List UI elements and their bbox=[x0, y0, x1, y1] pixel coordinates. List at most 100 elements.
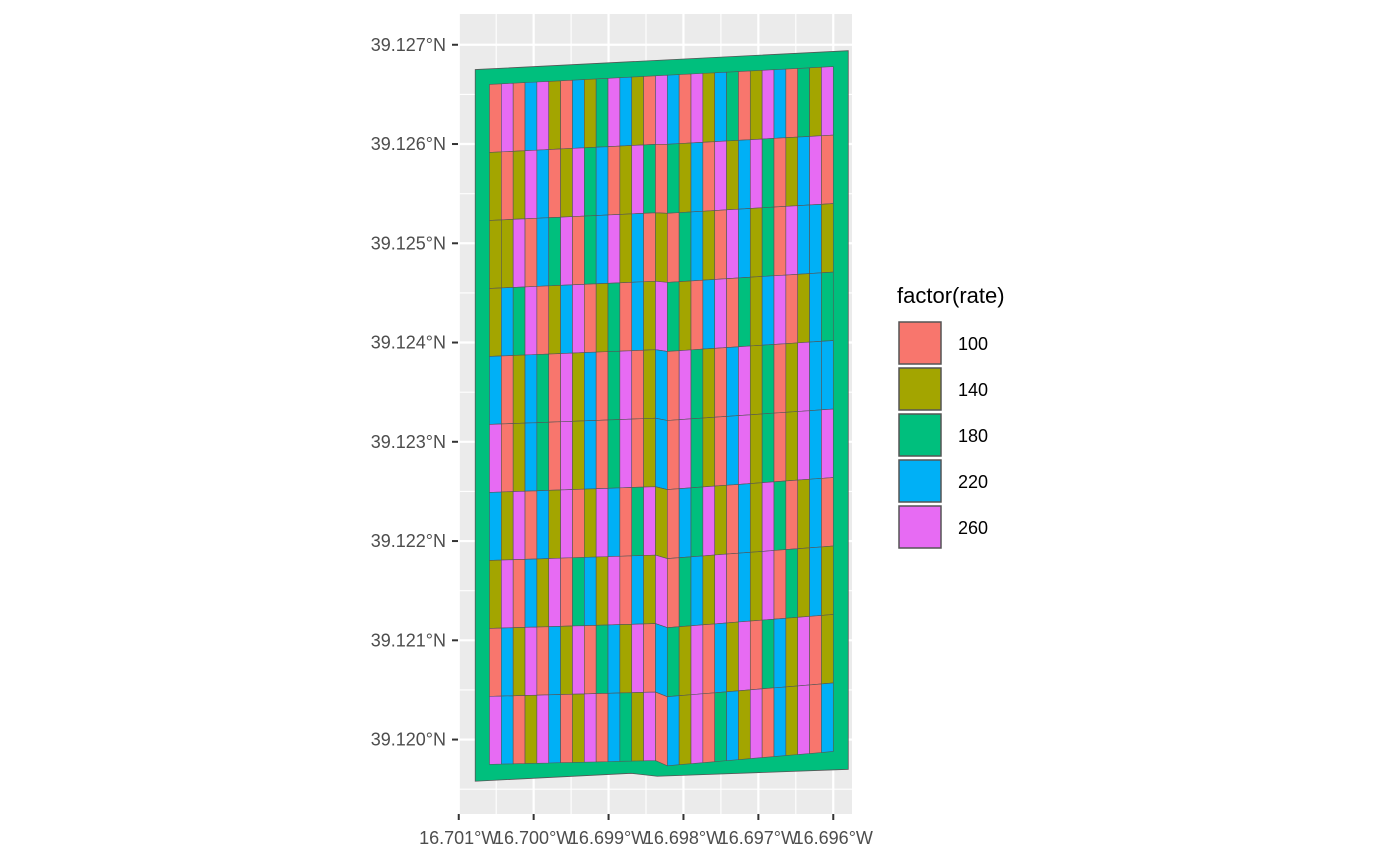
trial-plot-cell bbox=[655, 349, 668, 421]
trial-plot-cell bbox=[643, 623, 656, 693]
trial-plot-cell bbox=[690, 624, 704, 696]
trial-plot-cell bbox=[548, 489, 561, 559]
trial-plot-cell bbox=[607, 555, 621, 626]
trial-plot-cell bbox=[560, 352, 573, 423]
trial-plot-cell bbox=[749, 207, 763, 278]
trial-plot-cell bbox=[714, 484, 727, 556]
trial-plot-cell bbox=[489, 151, 502, 221]
trial-plot-cell bbox=[643, 75, 656, 146]
trial-plot-cell bbox=[595, 487, 609, 558]
trial-plot-cell bbox=[560, 420, 573, 491]
legend-swatch bbox=[898, 459, 942, 503]
trial-plot-cell bbox=[643, 212, 656, 283]
y-tick-label: 39.120°N bbox=[371, 730, 446, 750]
trial-plot-cell bbox=[524, 694, 538, 764]
trial-plot-cell bbox=[560, 693, 573, 764]
x-tick-label: 16.699°W bbox=[569, 828, 648, 848]
trial-plot-cell bbox=[809, 135, 822, 206]
trial-plot-cell bbox=[631, 555, 644, 625]
trial-plot-cell bbox=[572, 420, 585, 490]
trial-plot-cell bbox=[749, 413, 763, 484]
trial-plot-cell bbox=[761, 138, 775, 209]
trial-plot-cell bbox=[809, 203, 822, 274]
legend-swatch bbox=[898, 321, 942, 365]
trial-plot-cell bbox=[572, 284, 585, 354]
trial-plot-cell bbox=[631, 76, 644, 146]
trial-plot-cell bbox=[560, 79, 573, 150]
trial-plot-cell bbox=[761, 550, 775, 621]
trial-plot-cell bbox=[548, 626, 561, 696]
trial-plot-cell bbox=[501, 695, 514, 765]
trial-plot-cell bbox=[797, 547, 810, 618]
trial-plot-cell bbox=[536, 626, 550, 696]
trial-plot-cell bbox=[702, 416, 716, 488]
trial-plot-cell bbox=[607, 692, 621, 762]
legend-swatch bbox=[898, 505, 942, 549]
trial-plot-cell bbox=[797, 478, 810, 550]
trial-plot-cell bbox=[678, 625, 692, 697]
x-tick-label: 16.696°W bbox=[794, 828, 873, 848]
trial-plot-cell bbox=[631, 418, 644, 488]
legend-label: 180 bbox=[958, 426, 988, 446]
trial-plot-cell bbox=[785, 342, 799, 413]
trial-plot-cell bbox=[619, 692, 633, 762]
trial-plot-cell bbox=[678, 349, 692, 420]
trial-plot-cell bbox=[773, 411, 787, 483]
trial-plot-cell bbox=[726, 346, 739, 417]
trial-plot-cell bbox=[785, 616, 799, 688]
trial-plot-cell bbox=[666, 695, 680, 767]
trial-plot-cell bbox=[501, 355, 514, 425]
legend: factor(rate) 100 140 180 220 260 bbox=[897, 283, 1005, 549]
trial-plot-cell bbox=[607, 350, 621, 421]
trial-plot-cell bbox=[678, 211, 692, 282]
trial-plot-cell bbox=[666, 626, 680, 698]
y-tick-label: 39.122°N bbox=[371, 531, 446, 551]
trial-plot-cell bbox=[512, 150, 526, 220]
trial-plot-cell bbox=[536, 558, 550, 628]
trial-plot-cell bbox=[560, 284, 573, 354]
trial-plot-cell bbox=[536, 490, 550, 560]
trial-plot-cell bbox=[690, 417, 704, 489]
trial-plot-cell bbox=[785, 548, 799, 619]
trial-plot-cell bbox=[749, 344, 763, 416]
trial-plot-cell bbox=[690, 555, 704, 627]
trial-plot-cell bbox=[714, 209, 727, 280]
trial-plot-cell bbox=[512, 218, 526, 288]
trial-plot-cell bbox=[773, 549, 787, 620]
trial-plot-cell bbox=[678, 418, 692, 490]
trial-plot-cell bbox=[631, 486, 644, 557]
trial-plot-cell bbox=[631, 692, 644, 762]
trial-plot-cell bbox=[584, 283, 597, 353]
trial-plot-cell bbox=[773, 137, 787, 208]
legend-label: 100 bbox=[958, 334, 988, 354]
trial-plot-cell bbox=[572, 693, 585, 763]
trial-plot-cell bbox=[655, 74, 668, 145]
trial-plot-cell bbox=[655, 623, 668, 698]
trial-plot-cell bbox=[821, 682, 834, 753]
trial-plot-cell bbox=[821, 66, 834, 137]
trial-plot-cell bbox=[607, 624, 621, 694]
trial-plot-cell bbox=[560, 216, 573, 286]
trial-plot-cell bbox=[548, 421, 561, 491]
trial-plot-cell bbox=[655, 143, 668, 214]
x-tick-label: 16.700°W bbox=[494, 828, 573, 848]
legend-swatch bbox=[898, 367, 942, 411]
trial-plot-cell bbox=[749, 688, 763, 759]
trial-plot-cell bbox=[761, 618, 775, 690]
trial-plot-cell bbox=[749, 69, 763, 141]
trial-plot-cell bbox=[607, 419, 621, 489]
trial-plot-cell bbox=[572, 79, 585, 149]
trial-plot-cell bbox=[512, 695, 526, 765]
y-tick-label: 39.121°N bbox=[371, 630, 446, 650]
trial-plot-cell bbox=[524, 217, 538, 288]
trial-plot-cell bbox=[524, 626, 538, 696]
trial-plot-cell bbox=[512, 627, 526, 697]
trial-plot-cell bbox=[489, 287, 502, 357]
trial-plot-cell bbox=[690, 141, 704, 213]
trial-plot-cell bbox=[607, 282, 621, 352]
trial-plot-cell bbox=[548, 557, 561, 627]
trial-plot-cell bbox=[761, 687, 775, 758]
trial-plot-cell bbox=[501, 82, 514, 153]
trial-plot-cell bbox=[761, 344, 775, 415]
trial-plot-cell bbox=[714, 347, 727, 418]
